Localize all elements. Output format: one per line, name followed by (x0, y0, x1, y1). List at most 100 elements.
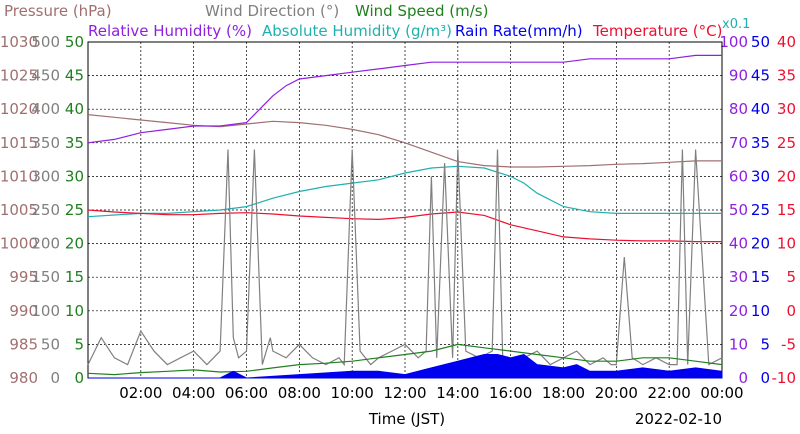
pressure-tick-label: 1015 (0, 134, 38, 152)
pressure-hpa-line (87, 114, 722, 168)
temperature-tick-label: -10 (772, 369, 797, 387)
relative-humidity-line (87, 54, 722, 144)
wind-speed-tick-label: 30 (65, 167, 84, 185)
legend-item: Pressure (hPa) (4, 2, 112, 20)
wind-direction-tick-label: 0 (50, 369, 60, 387)
wind-speed-tick-label: 35 (65, 134, 84, 152)
x-tick-label: 00:00 (700, 384, 743, 402)
wind-speed-m-s-line (87, 343, 723, 376)
legend-item: Rain Rate(mm/h) (455, 22, 583, 40)
pressure-tick-label: 990 (9, 302, 38, 320)
temperature-tick-label: 0 (786, 302, 796, 320)
pressure-tick-label: 1020 (0, 100, 38, 118)
x-tick-label: 04:00 (172, 384, 215, 402)
wind-direction-tick-label: 450 (31, 67, 60, 85)
rain-rate-tick-label: 40 (751, 100, 770, 118)
wind-speed-tick-label: 0 (74, 369, 84, 387)
pressure-tick-label: 1025 (0, 67, 38, 85)
x-tick-label: 02:00 (119, 384, 162, 402)
wind-direction-tick-label: 100 (31, 302, 60, 320)
x-tick-label: 20:00 (595, 384, 638, 402)
pressure-tick-label: 980 (9, 369, 38, 387)
temperature-tick-label: 35 (777, 67, 796, 85)
left-axes: 9809859909951000100510101015102010251030… (0, 33, 84, 387)
wind-speed-tick-label: 20 (65, 235, 84, 253)
legend-item: Temperature (°C) (592, 22, 722, 40)
pressure-tick-label: 1030 (0, 33, 38, 51)
legend-item: Wind Direction (°) (205, 2, 339, 20)
temperature-tick-label: 20 (777, 167, 796, 185)
humidity-tick-label: 10 (729, 335, 748, 353)
x-tick-label: 08:00 (278, 384, 321, 402)
legend-item: Wind Speed (m/s) (355, 2, 488, 20)
pressure-tick-label: 995 (9, 268, 38, 286)
wind-direction-tick-label: 500 (31, 33, 60, 51)
rain-rate-area (88, 353, 723, 379)
wind-speed-tick-label: 50 (65, 33, 84, 51)
legend-item: Relative Humidity (%) (88, 22, 252, 40)
wind-direction-tick-label: 50 (41, 335, 60, 353)
wind-direction-tick-label: 400 (31, 100, 60, 118)
absolute-humidity-g-m-line (87, 165, 722, 218)
rain-rate-tick-label: 10 (751, 302, 770, 320)
x-tick-label: 22:00 (648, 384, 691, 402)
pressure-tick-label: 1005 (0, 201, 38, 219)
right-axes: 0102030405060708090100051015202530354045… (719, 33, 796, 387)
wind-direction-tick-label: 200 (31, 235, 60, 253)
pressure-tick-label: 1010 (0, 167, 38, 185)
chart-legend: Pressure (hPa) Wind Direction (°) Wind Spe… (4, 2, 750, 40)
temperature-tick-label: 10 (777, 235, 796, 253)
humidity-tick-label: 80 (729, 100, 748, 118)
wind-speed-tick-label: 25 (65, 201, 84, 219)
temperature-c-line (87, 209, 722, 243)
temperature-tick-label: 40 (777, 33, 796, 51)
wind-speed-tick-label: 40 (65, 100, 84, 118)
pressure-tick-label: 985 (9, 335, 38, 353)
rain-rate-tick-label: 35 (751, 134, 770, 152)
humidity-tick-label: 90 (729, 67, 748, 85)
temperature-tick-label: 5 (786, 268, 796, 286)
plot-area: 02:00 04:00 06:00 08:00 10:00 12:00 14:00 16:00… (87, 41, 744, 402)
x-tick-label: 12:00 (383, 384, 426, 402)
temperature-tick-label: 30 (777, 100, 796, 118)
rain-rate-tick-label: 30 (751, 167, 770, 185)
x-tick-label: 18:00 (542, 384, 585, 402)
x-tick-label: 14:00 (436, 384, 479, 402)
wind-direction-line (87, 149, 723, 367)
pressure-tick-label: 1000 (0, 235, 38, 253)
date-label: 2022-02-10 (635, 410, 722, 428)
rain-rate-tick-label: 45 (751, 67, 770, 85)
temperature-tick-label: -5 (781, 335, 796, 353)
wind-direction-tick-label: 350 (31, 134, 60, 152)
x-tick-label: 10:00 (331, 384, 374, 402)
x-tick-label: 16:00 (489, 384, 532, 402)
x-tick-label: 06:00 (225, 384, 268, 402)
x-axis-label: Time (JST) (368, 410, 445, 428)
wind-speed-tick-label: 15 (65, 268, 84, 286)
humidity-tick-label: 50 (729, 201, 748, 219)
rain-rate-tick-label: 0 (760, 369, 770, 387)
humidity-tick-label: 0 (738, 369, 748, 387)
wind-speed-tick-label: 10 (65, 302, 84, 320)
wind-direction-tick-label: 150 (31, 268, 60, 286)
wind-direction-tick-label: 250 (31, 201, 60, 219)
humidity-tick-label: 60 (729, 167, 748, 185)
rain-rate-tick-label: 50 (751, 33, 770, 51)
rain-rate-tick-label: 20 (751, 235, 770, 253)
humidity-tick-label: 30 (729, 268, 748, 286)
rain-rate-tick-label: 25 (751, 201, 770, 219)
wind-speed-tick-label: 5 (74, 335, 84, 353)
temperature-tick-label: 25 (777, 134, 796, 152)
rain-rate-tick-label: 15 (751, 268, 770, 286)
humidity-tick-label: 70 (729, 134, 748, 152)
wind-speed-tick-label: 45 (65, 67, 84, 85)
legend-item: Absolute Humidity (g/m³) (262, 22, 452, 40)
rain-rate-tick-label: 5 (760, 335, 770, 353)
humidity-tick-label: 100 (719, 33, 748, 51)
humidity-tick-label: 40 (729, 235, 748, 253)
legend-item: x0.1 (722, 17, 750, 32)
humidity-tick-label: 20 (729, 302, 748, 320)
wind-direction-tick-label: 300 (31, 167, 60, 185)
temperature-tick-label: 15 (777, 201, 796, 219)
